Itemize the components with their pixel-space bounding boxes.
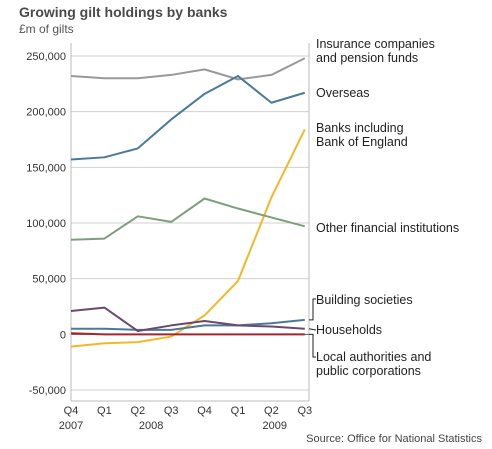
series-label: Insurance companies xyxy=(316,37,435,51)
series-label: Building societies xyxy=(316,293,413,307)
x-tick-label: Q3 xyxy=(297,405,312,417)
y-tick-label: 250,000 xyxy=(26,51,66,63)
y-tick-label: 100,000 xyxy=(26,218,66,230)
source-note: Source: Office for National Statistics xyxy=(306,433,482,445)
series-label: public corporations xyxy=(316,364,421,378)
x-tick-label: Q3 xyxy=(164,405,179,417)
leader-line xyxy=(308,328,317,331)
x-year-label: 2008 xyxy=(139,420,163,432)
leader-line xyxy=(309,333,316,358)
series-label: Bank of England xyxy=(316,135,408,149)
series-line xyxy=(70,306,305,332)
series-label: Other financial institutions xyxy=(316,221,459,235)
series-label: Households xyxy=(316,323,382,337)
x-tick-label: Q2 xyxy=(130,405,145,417)
x-tick-label: Q1 xyxy=(97,405,112,417)
series-label: Local authorities and xyxy=(316,350,431,364)
y-tick-label: -50,000 xyxy=(29,385,66,397)
series-label: Banks including xyxy=(316,121,404,135)
series-line xyxy=(70,75,306,161)
x-tick-label: Q4 xyxy=(197,405,212,417)
chart-subtitle: £m of gilts xyxy=(19,22,74,36)
y-tick-label: 150,000 xyxy=(26,162,66,174)
x-tick-label: Q4 xyxy=(64,405,79,417)
x-year-label: 2007 xyxy=(59,420,83,432)
x-year-label: 2009 xyxy=(262,420,286,432)
series-line xyxy=(70,129,306,348)
y-tick-label: 0 xyxy=(60,329,66,341)
series-label: and pension funds xyxy=(316,51,418,65)
series-line xyxy=(70,57,306,81)
series-line xyxy=(70,332,305,336)
series-line xyxy=(70,197,306,241)
y-tick-label: 200,000 xyxy=(26,107,66,119)
x-tick-label: Q2 xyxy=(264,405,279,417)
x-tick-label: Q1 xyxy=(231,405,246,417)
series-label: Overseas xyxy=(316,86,370,100)
chart-title: Growing gilt holdings by banks xyxy=(19,4,228,20)
leader-line xyxy=(309,298,316,321)
y-tick-label: 50,000 xyxy=(32,274,66,286)
series-line xyxy=(71,318,305,331)
